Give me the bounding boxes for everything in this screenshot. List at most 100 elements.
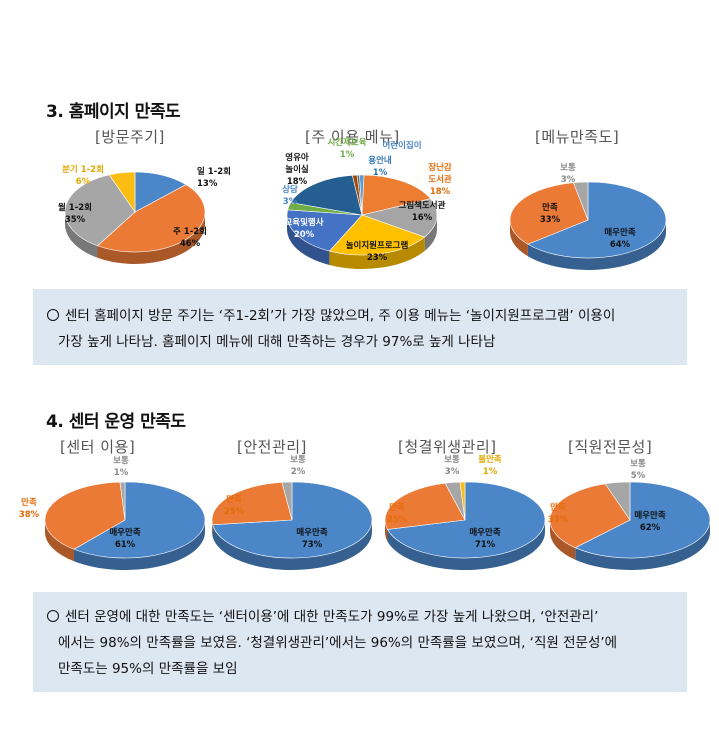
pie-slice-side [97, 212, 205, 264]
section4-summary-note: 센터 운영에 대한 만족도는 ‘센터이용’에 대한 만족도가 99%로 가장 높… [33, 592, 687, 692]
slice-label-text: 5% [631, 471, 646, 481]
slice-label-1: 일 1-2회 13% [197, 166, 231, 189]
slice-label-text: 33% [540, 215, 561, 225]
section3-summary-note: 센터 홈페이지 방문 주기는 ‘주1-2회’가 가장 많았으며, 주 이용 메뉴… [33, 289, 687, 365]
slice-label-text: 35% [65, 215, 86, 225]
pie-slice-1 [212, 481, 373, 559]
slice-label-text: 매우만족 [634, 510, 665, 521]
pie-slice-2 [44, 481, 126, 550]
slice-label-2: 만족 25% [387, 502, 408, 525]
slice-label-text: 일 1-2회 [197, 166, 231, 177]
slice-label-text: 만족 [542, 202, 558, 213]
slice-label-3: 보통 3% [560, 162, 576, 185]
section4-title: 4. 센터 운영 만족도 [46, 412, 186, 432]
pie-slice-3 [572, 181, 589, 221]
slice-label-text: 1% [483, 467, 498, 477]
slice-label-text: 만족 [21, 497, 37, 508]
pie-slice-3 [64, 174, 136, 247]
pie-slice-5 [286, 209, 363, 252]
pie-slice-3 [281, 481, 293, 521]
bullet-icon [47, 309, 59, 321]
slice-label-text: 6% [76, 177, 91, 187]
slice-label-1: 용안내 1% [368, 155, 392, 178]
slice-label-text: 62% [640, 523, 661, 533]
pie-slice-side [387, 520, 545, 570]
chart-title-safety: [안전관리] [237, 438, 307, 456]
slice-label-text: 25% [224, 507, 245, 517]
slice-label-text: 3% [283, 197, 298, 207]
section4-note-line1: 센터 운영에 대한 만족도는 ‘센터이용’에 대한 만족도가 99%로 가장 높… [65, 609, 599, 625]
section3-note-line1: 센터 홈페이지 방문 주기는 ‘주1-2회’가 가장 많았으며, 주 이용 메뉴… [65, 308, 616, 324]
slice-label-text: 영유아 [285, 152, 309, 163]
pie-slice-side [550, 520, 576, 560]
slice-label-6: 상담 3% [282, 184, 298, 207]
slice-label-text: 월 1-2회 [58, 202, 92, 213]
pie-slice-side [45, 520, 75, 562]
pie-slice-side [329, 237, 425, 269]
pie-slice-9 [356, 174, 363, 216]
slice-label-text: 23% [367, 253, 388, 263]
slice-label-text: 놀이실 [285, 164, 309, 175]
slice-label-4: 불만족 1% [478, 454, 502, 477]
slice-label-4: 분기 1-2회 6% [62, 164, 104, 187]
slice-label-text: 매우만족 [296, 527, 327, 538]
pie-slice-1 [134, 171, 187, 213]
chart-title-center-use: [센터 이용] [60, 438, 136, 456]
chart-title-hygiene: [청결위생관리] [398, 438, 497, 456]
slice-label-text: 33% [548, 515, 569, 525]
slice-label-text: 보통 [290, 454, 306, 465]
slice-label-text: 보통 [560, 162, 576, 173]
slice-label-4: 놀이지원프로그램 23% [346, 240, 409, 263]
slice-label-text: 3% [561, 175, 576, 185]
slice-label-text: 시간제보육 [327, 137, 366, 148]
chart-title-main-menu: [주 이용 메뉴] [305, 128, 400, 146]
slice-label-2: 주 1-2회 46% [173, 226, 207, 249]
slice-label-text: 불만족 [478, 454, 502, 465]
pie-slice-2 [509, 182, 589, 245]
slice-label-text: 상담 [282, 184, 298, 195]
slice-label-9: 어린이집이 [382, 140, 421, 151]
slice-label-text: 13% [197, 179, 218, 189]
section4-note-line3: 만족도는 95%의 만족률을 보임 [58, 661, 238, 677]
slice-label-text: 73% [302, 540, 323, 550]
pie-slice-side [65, 212, 98, 258]
slice-label-text: 만족 [389, 502, 405, 513]
chart-title-menu-satisfaction: [메뉴만족도] [535, 128, 620, 146]
slice-label-1: 매우만족 61% [109, 527, 140, 550]
slice-label-2: 만족 33% [540, 202, 561, 225]
section3-note-line2: 가장 높게 나타남. 홈페이지 메뉴에 대해 만족하는 경우가 97%로 높게 … [58, 334, 496, 350]
slice-label-text: 장난감 [428, 162, 452, 173]
pie-slice-2 [96, 184, 206, 253]
slice-label-text: 1% [340, 150, 355, 160]
slice-label-text: 1% [373, 168, 388, 178]
slice-label-text: 만족 [226, 494, 242, 505]
slice-label-3: 그림책도서관 16% [399, 200, 446, 223]
slice-label-text: 교육및행사 [284, 217, 323, 228]
pie-slice-2 [549, 483, 631, 549]
slice-label-1: 매우만족 73% [296, 527, 327, 550]
slice-label-text: 보통 [630, 458, 646, 469]
slice-label-3: 월 1-2회 35% [58, 202, 92, 225]
slice-label-text: 매우만족 [109, 527, 140, 538]
slice-label-text: 16% [412, 213, 433, 223]
slice-label-8: 시간제보육 1% [327, 137, 366, 160]
pie-chart-visit-frequency: 일 1-2회 13% 주 1-2회 46% 월 1-2회 35% 분기 1-2회 6% [58, 164, 231, 264]
slice-label-2: 만족 25% [224, 494, 245, 517]
slice-label-3: 보통 3% [444, 454, 460, 477]
slice-label-text: 용안내 [368, 155, 392, 166]
pie-chart-menu-satisfaction: 매우만족 64% 만족 33% 보통 3% [509, 162, 667, 270]
pie-chart-center-use: 매우만족 61% 만족 38% 보통 1% [19, 455, 206, 570]
pie-slice-4 [108, 171, 136, 213]
slice-label-1: 매우만족 64% [604, 227, 635, 250]
slice-label-text: 보통 [113, 455, 129, 466]
slice-label-3: 보통 2% [290, 454, 306, 477]
section4-note-line2: 에서는 98%의 만족률을 보였음. ‘청결위생관리’에서는 96%의 만족률을… [58, 635, 618, 651]
slice-label-text: 3% [445, 467, 460, 477]
slice-label-text: 만족 [550, 502, 566, 513]
slice-label-3: 보통 1% [113, 455, 129, 478]
pie-slice-side [527, 220, 666, 270]
slice-label-text: 도서관 [428, 174, 452, 185]
